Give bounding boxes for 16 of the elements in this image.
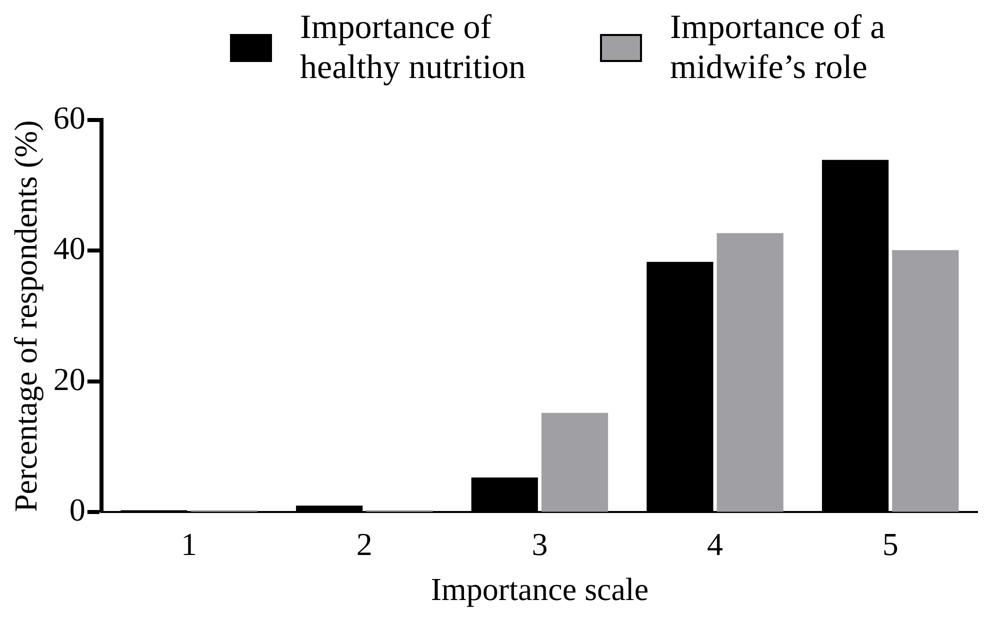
x-tick-label: 4 [707, 526, 724, 562]
y-tick-label: 0 [69, 492, 86, 528]
y-tick-label: 20 [53, 360, 86, 397]
legend-label: Importance of healthy nutrition [300, 8, 527, 88]
y-axis-title: Percentage of respondents (%) [8, 120, 44, 512]
legend-label: Importance of a midwife’s role [670, 8, 886, 88]
x-tick-label: 3 [532, 526, 548, 562]
bar [541, 412, 608, 512]
x-tick-label: 5 [882, 526, 898, 562]
x-tick-label: 1 [181, 526, 198, 562]
x-axis-title: Importance scale [430, 571, 649, 608]
bar [716, 233, 784, 512]
x-tick-label: 2 [356, 526, 372, 562]
y-tick-label: 60 [53, 99, 86, 136]
bar [892, 250, 959, 512]
y-tick-label: 40 [53, 230, 86, 266]
